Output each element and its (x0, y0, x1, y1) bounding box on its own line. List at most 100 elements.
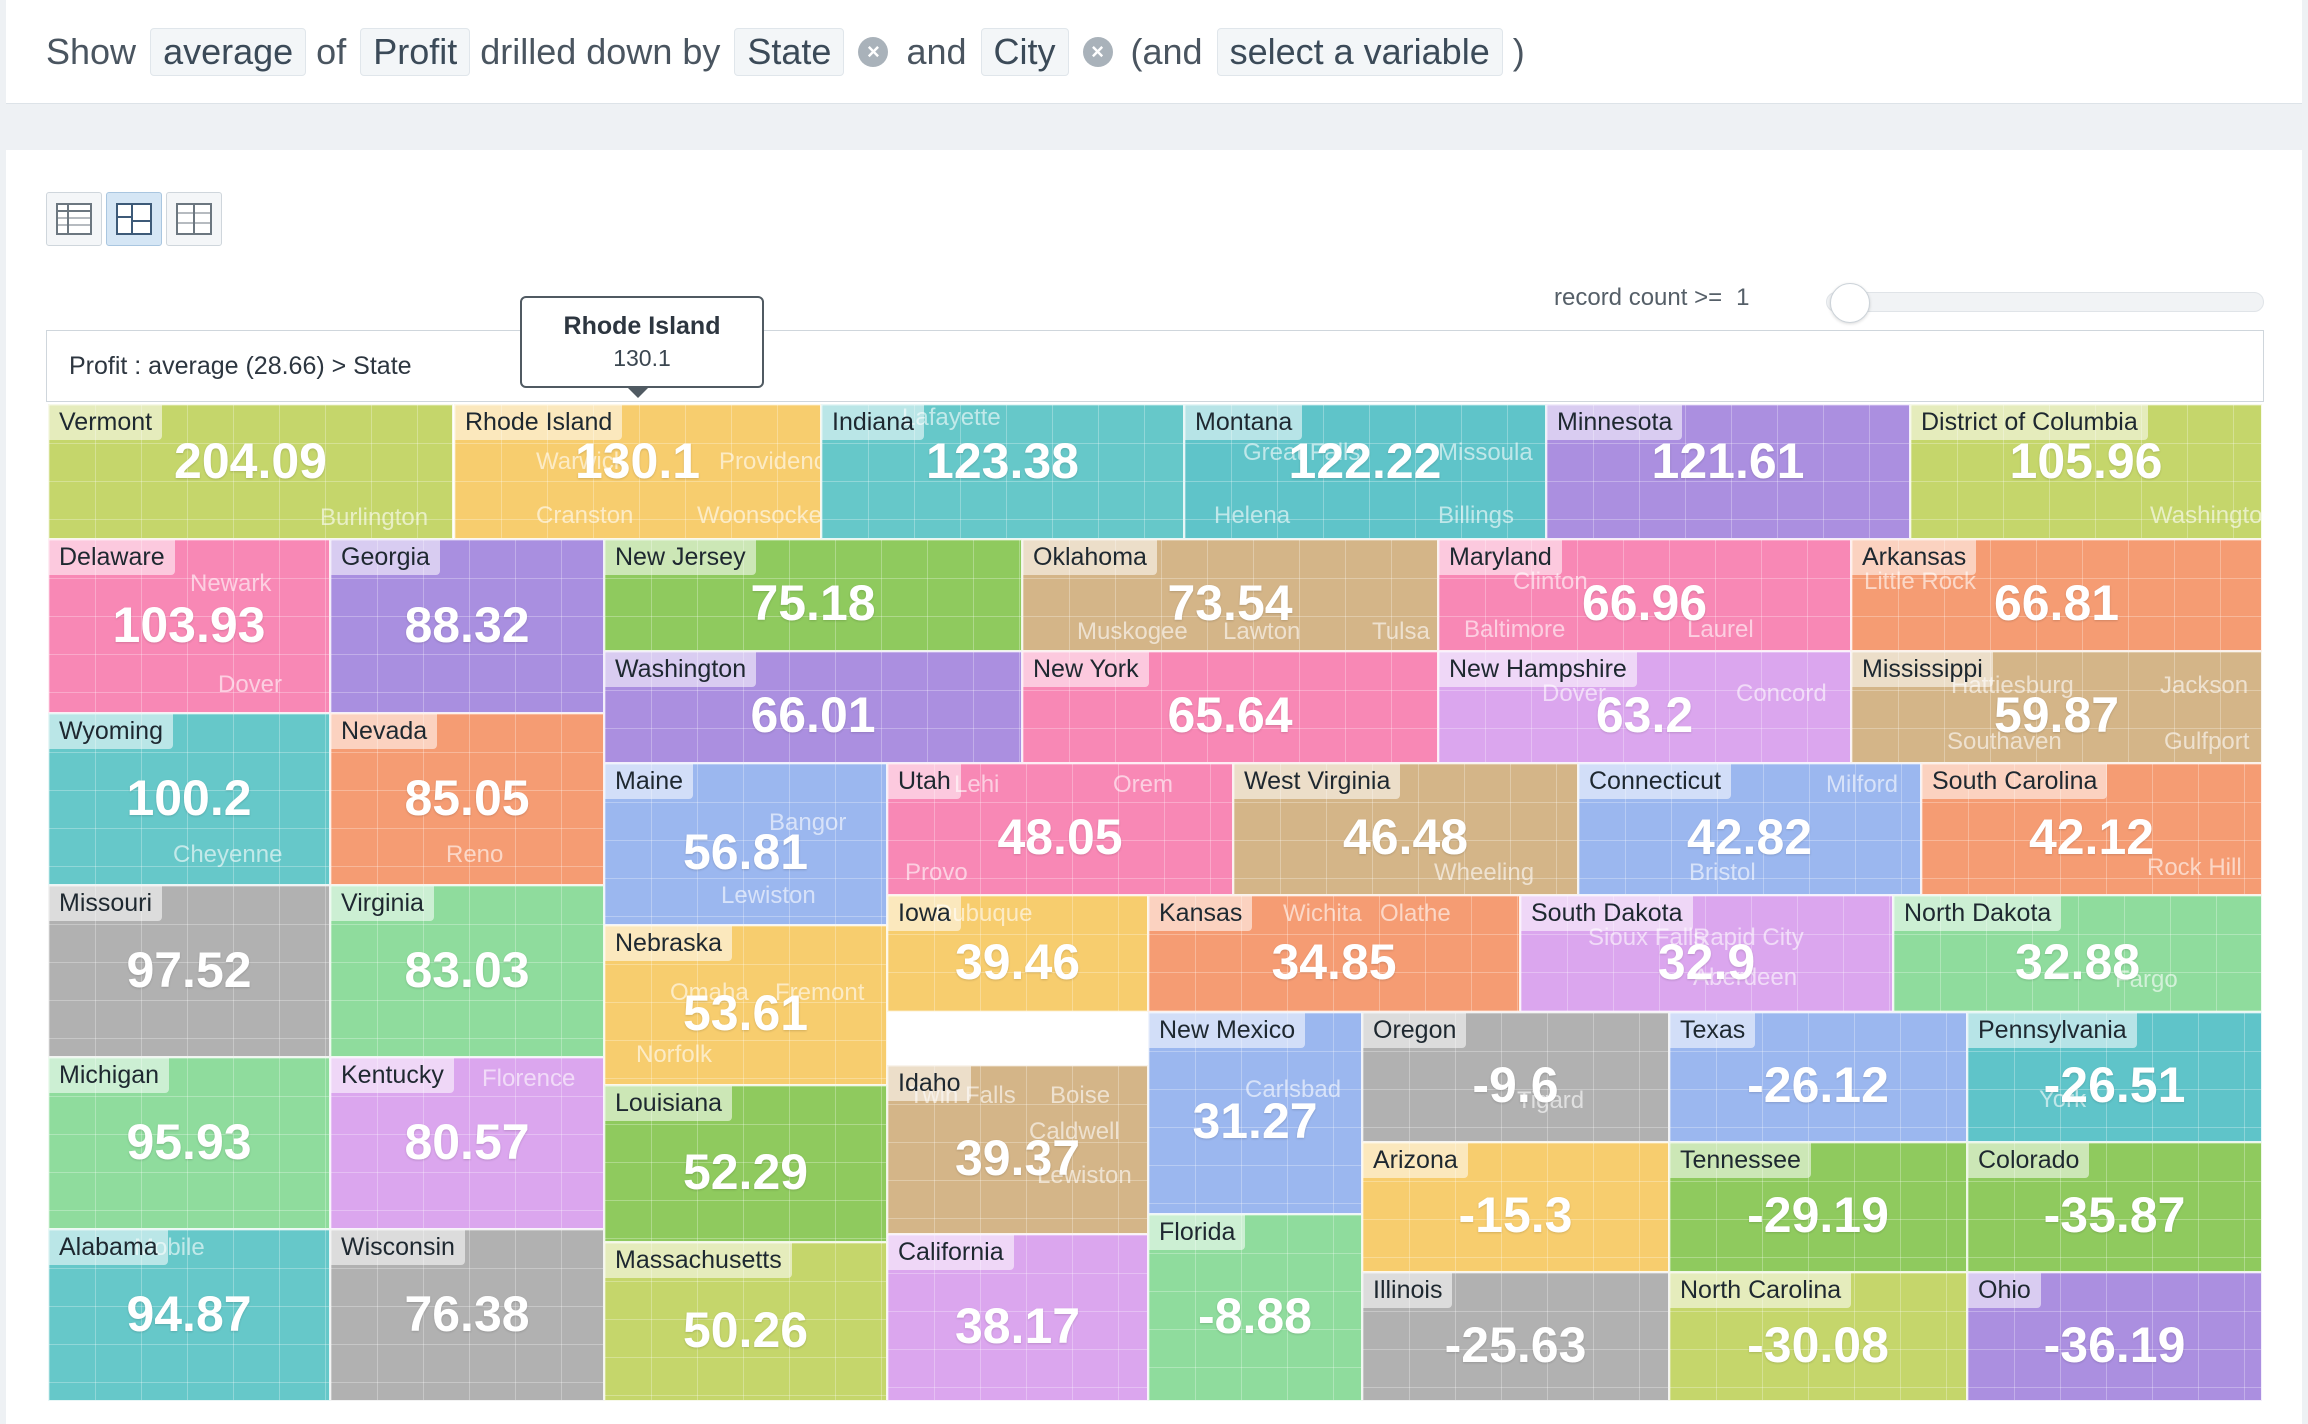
tile-value: 95.93 (126, 1114, 252, 1170)
treemap-tile-vermont[interactable]: Burlington Vermont 204.09 (48, 404, 453, 539)
treemap-tile-utah[interactable]: Lehi Orem Provo Utah 48.05 (887, 763, 1233, 895)
state-label: Iowa (888, 896, 961, 931)
treemap-tile-maine[interactable]: Bangor Lewiston Maine 56.81 (604, 763, 887, 925)
tile-value: 94.87 (126, 1286, 252, 1342)
tile-value: 88.32 (404, 597, 530, 653)
city-label: Cheyenne (173, 841, 283, 868)
measure-selector[interactable]: Profit (360, 27, 471, 76)
state-label: Florida (1149, 1215, 1246, 1250)
split-view-icon (176, 203, 212, 235)
treemap-tile-arizona[interactable]: Arizona -15.3 (1362, 1142, 1669, 1272)
treemap-tile-maryland[interactable]: Clinton Baltimore Laurel Maryland 66.96 (1438, 539, 1851, 651)
tile-value: -26.51 (2043, 1057, 2186, 1113)
treemap-tile-louisiana[interactable]: Louisiana 52.29 (604, 1085, 887, 1242)
treemap-tile-florida[interactable]: Florida -8.88 (1148, 1214, 1362, 1401)
treemap-tile-kentucky[interactable]: Florence Kentucky 80.57 (330, 1057, 604, 1229)
treemap-tile-ohio[interactable]: Ohio -36.19 (1967, 1272, 2262, 1401)
treemap-tile-new-york[interactable]: New York 65.64 (1022, 651, 1438, 763)
dimension-chip-city[interactable]: City (980, 27, 1069, 76)
treemap-tile-new-mexico[interactable]: Carlsbad New Mexico 31.27 (1148, 1012, 1362, 1214)
treemap-tile-new-jersey[interactable]: New Jersey 75.18 (604, 539, 1022, 651)
remove-city-icon[interactable]: × (1082, 36, 1113, 67)
tooltip-arrow (626, 386, 650, 398)
view-toggle-group (46, 192, 222, 246)
treemap-tile-tennessee[interactable]: Tennessee -29.19 (1669, 1142, 1967, 1272)
city-label: Lehi (954, 771, 1000, 798)
treemap-tile-iowa[interactable]: Dubuque Iowa 39.46 (887, 895, 1148, 1012)
split-view-button[interactable] (166, 192, 222, 246)
table-view-button[interactable] (46, 192, 102, 246)
state-label: Wyoming (49, 714, 173, 749)
state-label: Nebraska (605, 926, 732, 961)
treemap-tile-oregon[interactable]: Tigard Oregon -9.6 (1362, 1012, 1669, 1142)
treemap-tile-connecticut[interactable]: Milford Bristol Connecticut 42.82 (1578, 763, 1921, 895)
treemap-tile-west-virginia[interactable]: Wheeling West Virginia 46.48 (1233, 763, 1578, 895)
treemap-tile-kansas[interactable]: Wichita Olathe Kansas 34.85 (1148, 895, 1520, 1012)
state-label: Washington (605, 652, 757, 687)
treemap-tile-minnesota[interactable]: Minnesota 121.61 (1546, 404, 1910, 539)
treemap-tile-texas[interactable]: Texas -26.12 (1669, 1012, 1967, 1142)
city-label: Muskogee (1077, 618, 1188, 645)
treemap-tile-idaho[interactable]: Twin FallsBoiseCaldwellLewistonIdaho39.3… (887, 1065, 1148, 1234)
treemap-tile-wisconsin[interactable]: Wisconsin 76.38 (330, 1229, 604, 1401)
state-label: Arizona (1363, 1143, 1468, 1178)
treemap-tile-illinois[interactable]: Illinois -25.63 (1362, 1272, 1669, 1401)
treemap-tile-south-dakota[interactable]: Sioux Falls Rapid City Aberdeen South Dakot… (1520, 895, 1893, 1012)
query-text-paren-close: ) (1512, 30, 1525, 72)
treemap-tile-colorado[interactable]: Colorado -35.87 (1967, 1142, 2262, 1272)
tile-value: 83.03 (404, 942, 530, 998)
city-label: Milford (1826, 771, 1899, 798)
treemap-tile-mississippi[interactable]: Hattiesburg Jackson Southaven Gulfport Missi… (1851, 651, 2262, 763)
treemap-tile-alabama[interactable]: Mobile Alabama 94.87 (48, 1229, 330, 1401)
treemap-tile-indiana[interactable]: Lafayette Indiana 123.38 (821, 404, 1184, 539)
city-label: Lawton (1223, 618, 1301, 645)
treemap-tile-north-carolina[interactable]: North Carolina -30.08 (1669, 1272, 1967, 1401)
treemap-tile-delaware[interactable]: Newark Dover Delaware 103.93 (48, 539, 330, 713)
tile-value: 100.2 (126, 770, 252, 826)
record-count-label: record count >= (1554, 284, 1723, 311)
treemap-view-button[interactable] (106, 192, 162, 246)
state-label: Michigan (49, 1058, 170, 1093)
aggregation-selector[interactable]: average (150, 27, 307, 76)
remove-state-icon[interactable]: × (858, 36, 889, 67)
treemap-tile-north-dakota[interactable]: Fargo North Dakota 32.88 (1893, 895, 2262, 1012)
treemap-tile-south-carolina[interactable]: Rock Hill South Carolina 42.12 (1921, 763, 2262, 895)
state-label: Indiana (822, 405, 925, 440)
record-count-slider[interactable] (1826, 292, 2264, 312)
state-label: North Dakota (1894, 896, 2062, 931)
treemap-tile-virginia[interactable]: Virginia 83.03 (330, 885, 604, 1057)
city-label: Omaha (670, 979, 749, 1006)
dimension-chip-state[interactable]: State (734, 27, 845, 76)
state-label: Texas (1670, 1013, 1756, 1048)
treemap-tile-california[interactable]: California 38.17 (887, 1234, 1148, 1401)
treemap-tile-rhode-island[interactable]: Warwick Providence Cranston Woonsocket Rhode… (454, 404, 821, 539)
treemap-tile-arkansas[interactable]: Little Rock Arkansas 66.81 (1851, 539, 2262, 651)
treemap-tile-washington[interactable]: Washington 66.01 (604, 651, 1022, 763)
tile-value: -36.19 (2043, 1317, 2186, 1373)
treemap-tile-montana[interactable]: Great Falls Missoula Helena Billings Montana… (1184, 404, 1546, 539)
treemap-tile-wyoming[interactable]: Cheyenne Wyoming 100.2 (48, 713, 330, 885)
city-label: Gulfport (2164, 728, 2250, 755)
treemap-tile-new-hampshire[interactable]: Dover Concord New Hampshire 63.2 (1438, 651, 1851, 763)
select-variable-selector[interactable]: select a variable (1216, 27, 1503, 76)
tile-value: 123.38 (926, 433, 1079, 489)
treemap-tile-oklahoma[interactable]: Muskogee Lawton Tulsa Oklahoma 73.54 (1022, 539, 1438, 651)
state-label: Minnesota (1547, 405, 1683, 440)
city-label: Washington (2150, 502, 2262, 529)
record-count-value[interactable]: 1 (1736, 284, 1750, 311)
treemap-tile-massachusetts[interactable]: Massachusetts 50.26 (604, 1242, 887, 1401)
tile-value: 122.22 (1288, 433, 1442, 489)
record-count-slider-handle[interactable] (1830, 283, 1870, 323)
state-label: North Carolina (1670, 1273, 1852, 1308)
treemap-tile-missouri[interactable]: Missouri 97.52 (48, 885, 330, 1057)
treemap-tile-nebraska[interactable]: Omaha Fremont Norfolk Nebraska 53.61 (604, 925, 887, 1085)
treemap-tile-pennsylvania[interactable]: York Pennsylvania -26.51 (1967, 1012, 2262, 1142)
treemap-tile-nevada[interactable]: Reno Nevada 85.05 (330, 713, 604, 885)
treemap-tile-georgia[interactable]: Georgia 88.32 (330, 539, 604, 713)
tile-value: -15.3 (1458, 1187, 1573, 1243)
breadcrumb: Profit : average (28.66) > State (46, 330, 2264, 402)
tile-value: -30.08 (1747, 1317, 1889, 1373)
treemap-tile-michigan[interactable]: Michigan 95.93 (48, 1057, 330, 1229)
city-label: Tigard (1517, 1087, 1585, 1114)
